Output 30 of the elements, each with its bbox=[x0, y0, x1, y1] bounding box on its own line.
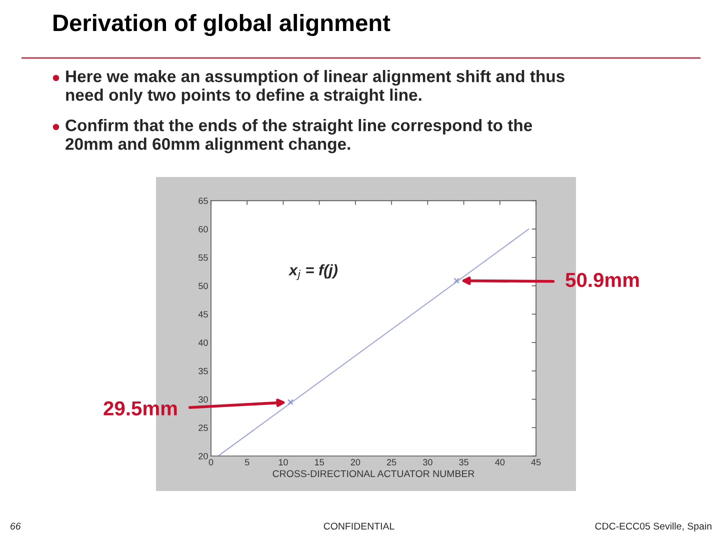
y-tick-label: 50 bbox=[198, 282, 208, 290]
annotation: x$_{j}$ = f(j) bbox=[288, 264, 338, 280]
text: Here we make an assumption of linear alignment shift and thus need only two points to define a straight line. bbox=[66, 70, 564, 104]
y-tick-label: 65 bbox=[198, 198, 208, 204]
annotation: 50.9mm bbox=[566, 272, 639, 288]
y-tick-label: 20 bbox=[198, 452, 208, 460]
x-tick-label: 30 bbox=[422, 459, 432, 466]
y-tick-label: 25 bbox=[198, 424, 208, 431]
x-tick-label: 0 bbox=[208, 459, 214, 466]
y-tick-label: 55 bbox=[198, 254, 208, 261]
x-tick-label: 35 bbox=[459, 459, 468, 466]
annotation: 29.5mm bbox=[104, 401, 177, 416]
y-tick-label: 45 bbox=[198, 311, 208, 318]
text: CDC-ECC05 Seville, Spain bbox=[595, 522, 712, 532]
x-tick-label: 20 bbox=[350, 459, 360, 466]
text: Confirm that the ends of the straight line correspond to the 20mm and 60mm alignment change. bbox=[66, 119, 532, 154]
y-tick-label: 35 bbox=[198, 368, 208, 374]
x-axis-title: CROSS-DIRECTIONAL ACTUATOR NUMBER bbox=[272, 470, 474, 478]
text: 66 bbox=[10, 522, 21, 530]
x-tick-label: 25 bbox=[386, 459, 396, 466]
x-tick-label: 5 bbox=[244, 459, 250, 466]
x-tick-label: 10 bbox=[278, 459, 288, 466]
text: CONFIDENTIAL bbox=[324, 522, 394, 530]
y-tick-label: 60 bbox=[198, 226, 208, 232]
x-tick-label: 15 bbox=[315, 459, 324, 466]
y-tick-label: 40 bbox=[198, 340, 208, 346]
x-tick-label: 40 bbox=[495, 459, 505, 466]
y-tick-label: 30 bbox=[198, 396, 208, 403]
chart-title: Derivation of global alignment bbox=[54, 14, 390, 36]
x-tick-label: 45 bbox=[531, 459, 541, 466]
